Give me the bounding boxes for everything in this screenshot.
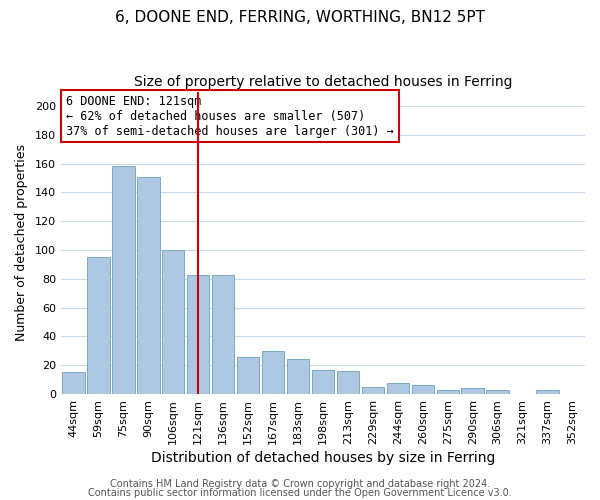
Bar bbox=[536, 390, 559, 394]
Bar bbox=[312, 370, 334, 394]
Text: Contains HM Land Registry data © Crown copyright and database right 2024.: Contains HM Land Registry data © Crown c… bbox=[110, 479, 490, 489]
Title: Size of property relative to detached houses in Ferring: Size of property relative to detached ho… bbox=[134, 75, 512, 89]
Bar bbox=[461, 388, 484, 394]
Bar bbox=[237, 356, 259, 394]
Bar bbox=[412, 386, 434, 394]
Bar bbox=[337, 371, 359, 394]
Bar bbox=[386, 382, 409, 394]
Text: Contains public sector information licensed under the Open Government Licence v3: Contains public sector information licen… bbox=[88, 488, 512, 498]
Bar bbox=[437, 390, 459, 394]
Bar bbox=[137, 176, 160, 394]
Text: 6, DOONE END, FERRING, WORTHING, BN12 5PT: 6, DOONE END, FERRING, WORTHING, BN12 5P… bbox=[115, 10, 485, 25]
Bar bbox=[112, 166, 134, 394]
Bar bbox=[162, 250, 184, 394]
Bar bbox=[287, 360, 309, 394]
Bar bbox=[187, 274, 209, 394]
X-axis label: Distribution of detached houses by size in Ferring: Distribution of detached houses by size … bbox=[151, 451, 495, 465]
Text: 6 DOONE END: 121sqm
← 62% of detached houses are smaller (507)
37% of semi-detac: 6 DOONE END: 121sqm ← 62% of detached ho… bbox=[66, 94, 394, 138]
Bar bbox=[487, 390, 509, 394]
Bar bbox=[87, 257, 110, 394]
Bar bbox=[212, 274, 235, 394]
Bar bbox=[62, 372, 85, 394]
Bar bbox=[262, 351, 284, 394]
Y-axis label: Number of detached properties: Number of detached properties bbox=[15, 144, 28, 342]
Bar bbox=[362, 387, 384, 394]
